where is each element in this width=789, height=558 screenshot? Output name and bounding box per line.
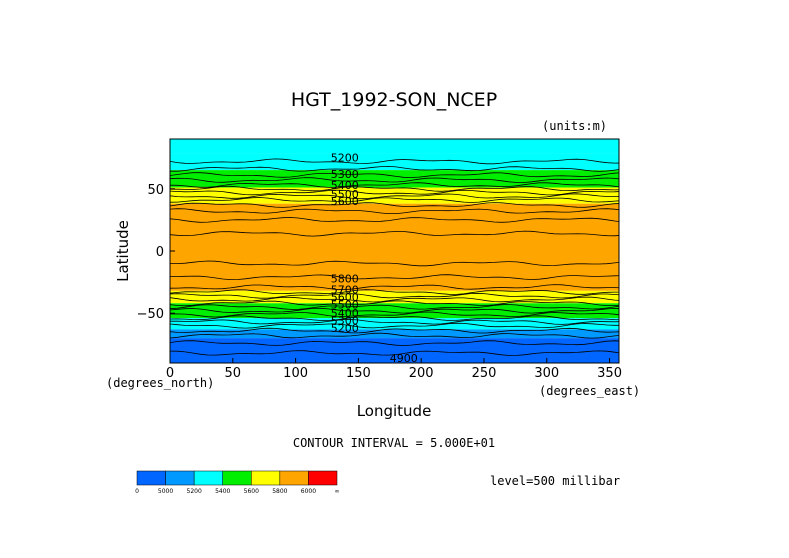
colorbar-swatch-3 — [222, 470, 252, 486]
contour-line-11 — [170, 217, 619, 223]
contour-label-0: 5200 — [331, 152, 359, 165]
color-band-1 — [170, 153, 619, 171]
colorbar-label-6: 6000 — [301, 488, 316, 495]
contour-line-1 — [170, 165, 619, 172]
x-tick-label-6: 300 — [534, 366, 559, 381]
color-band-2 — [170, 170, 619, 188]
contour-label-8: 5500 — [331, 299, 359, 312]
contour-line-28 — [170, 340, 619, 346]
contour-label-4: 5600 — [331, 195, 359, 208]
contour-line-8 — [170, 197, 619, 203]
contour-label-10: 5300 — [331, 315, 359, 328]
contour-line-20 — [170, 304, 619, 310]
contour-line-17 — [170, 292, 619, 299]
contour-label-7: 5600 — [331, 291, 359, 304]
contour-line-16 — [170, 289, 619, 295]
color-band-9 — [170, 338, 619, 363]
contour-line-3 — [170, 177, 619, 183]
colorbar-label-1: 5000 — [158, 488, 173, 495]
contour-line-5 — [170, 185, 619, 192]
level-text: level=500 millibar — [490, 474, 620, 488]
contour-label-2: 5400 — [331, 179, 359, 192]
x-tick-label-7: 350 — [597, 366, 622, 381]
contour-line-13 — [170, 260, 619, 267]
contour-line-27 — [170, 332, 619, 339]
x-unit-label: (degrees_east) — [539, 384, 640, 398]
contour-line-22 — [170, 311, 619, 318]
colorbar-label-4: 5600 — [244, 488, 259, 495]
colorbar-label-0: 0 — [135, 488, 139, 495]
color-band-6 — [170, 303, 619, 319]
contour-line-9 — [170, 202, 619, 208]
color-band-8 — [170, 329, 619, 339]
colorbar-label-5: 5800 — [272, 488, 287, 495]
x-tick-label-0: 0 — [166, 366, 174, 381]
y-tick-label-2: 50 — [147, 183, 164, 198]
colorbar-label-7: ∞ — [335, 488, 340, 495]
chart-title: HGT_1992-SON_NCEP — [291, 89, 497, 111]
x-tick-label-1: 50 — [225, 366, 242, 381]
contour-line-23 — [170, 315, 619, 321]
colorbar-swatch-5 — [279, 470, 309, 486]
contour-line-19 — [170, 300, 619, 307]
contour-label-5: 5800 — [331, 272, 359, 285]
contour-label-1: 5300 — [331, 168, 359, 181]
color-band-0 — [170, 139, 619, 154]
color-band-7 — [170, 318, 619, 330]
contour-line-2 — [170, 172, 619, 178]
contour-line-26 — [170, 327, 619, 334]
contour-line-15 — [170, 284, 619, 291]
contour-line-7 — [170, 193, 619, 200]
contour-line-10 — [170, 208, 619, 214]
colorbar-swatch-0 — [136, 470, 166, 486]
contour-line-4 — [170, 182, 619, 188]
x-axis-label: Longitude — [357, 402, 432, 420]
contour-line-14 — [170, 274, 619, 281]
contour-line-21 — [170, 307, 619, 314]
colorbar-swatch-2 — [193, 470, 223, 486]
y-unit-label: (degrees_north) — [106, 376, 214, 390]
contour-line-24 — [170, 319, 619, 325]
y-axis-label: Latitude — [114, 220, 132, 282]
x-tick-label-5: 250 — [472, 366, 497, 381]
colorbar-label-3: 5400 — [215, 488, 230, 495]
contour-label-9: 5400 — [331, 307, 359, 320]
x-tick-label-3: 150 — [346, 366, 371, 381]
units-label: (units:m) — [542, 119, 607, 133]
contour-line-6 — [170, 189, 619, 196]
contour-line-12 — [170, 230, 619, 237]
y-tick-label-1: 0 — [156, 245, 164, 260]
colorbar-swatch-4 — [251, 470, 281, 486]
contour-label-11: 5200 — [331, 322, 359, 335]
x-tick-label-2: 100 — [283, 366, 308, 381]
plot-area: 5200530054005500560058005700560055005400… — [170, 139, 619, 365]
color-band-4 — [170, 203, 619, 291]
colorbar-label-2: 5200 — [187, 488, 202, 495]
x-tick-label-4: 200 — [409, 366, 434, 381]
contour-label-12: 4900 — [390, 352, 418, 365]
contour-label-3: 5500 — [331, 188, 359, 201]
contour-line-0 — [170, 158, 619, 165]
y-tick-label-0: −50 — [137, 307, 164, 322]
y-axis: −50 0 50 — [137, 183, 175, 322]
x-axis: 0 50 100 150 200 250 300 350 — [166, 358, 622, 381]
contour-label-6: 5700 — [331, 284, 359, 297]
contour-interval-text: CONTOUR INTERVAL = 5.000E+01 — [293, 436, 495, 450]
contour-line-25 — [170, 322, 619, 329]
contour-line-29 — [170, 350, 619, 356]
colorbar: 0 5000 5200 5400 5600 5800 6000 ∞ — [135, 470, 340, 495]
colorbar-swatch-1 — [165, 470, 195, 486]
contour-line-18 — [170, 296, 619, 303]
colorbar-swatch-6 — [308, 470, 338, 486]
